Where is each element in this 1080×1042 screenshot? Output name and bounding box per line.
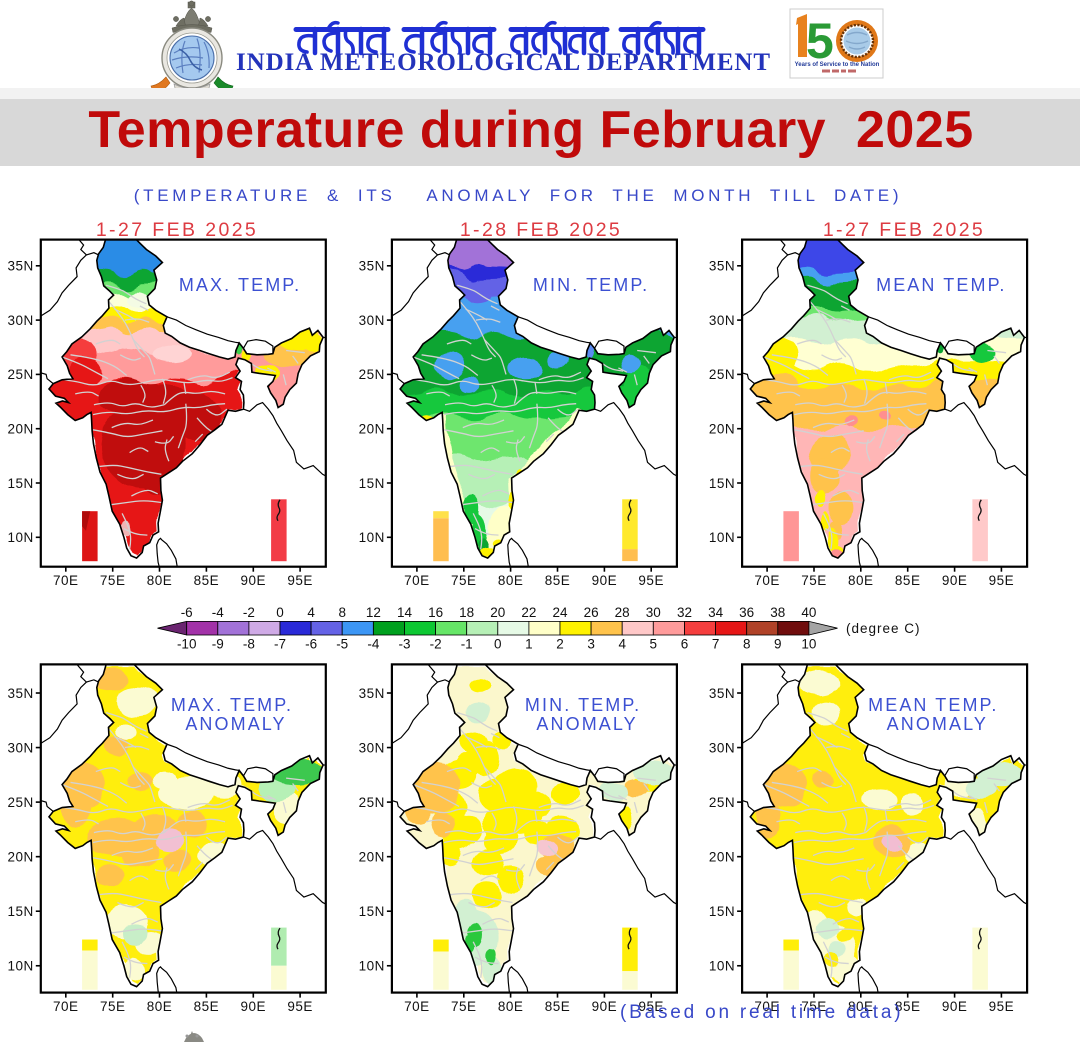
svg-text:8: 8 — [338, 605, 346, 620]
svg-text:4: 4 — [618, 637, 626, 652]
svg-text:-1: -1 — [461, 637, 473, 652]
svg-text:ANOMALY: ANOMALY — [887, 714, 988, 734]
svg-text:18: 18 — [459, 605, 474, 620]
svg-text:-7: -7 — [274, 637, 286, 652]
svg-text:-3: -3 — [398, 637, 410, 652]
svg-text:-10: -10 — [177, 637, 197, 652]
svg-text:MEAN TEMP.: MEAN TEMP. — [868, 695, 998, 715]
svg-text:14: 14 — [397, 605, 413, 620]
svg-text:16: 16 — [428, 605, 443, 620]
svg-text:36: 36 — [739, 605, 754, 620]
svg-text:6: 6 — [681, 637, 689, 652]
svg-text:40: 40 — [801, 605, 816, 620]
svg-text:ANOMALY: ANOMALY — [185, 714, 286, 734]
svg-text:1-28 FEB 2025: 1-28 FEB 2025 — [460, 219, 622, 241]
svg-text:ANOMALY: ANOMALY — [536, 714, 637, 734]
svg-text:-2: -2 — [243, 605, 255, 620]
svg-text:-5: -5 — [336, 637, 348, 652]
svg-text:32: 32 — [677, 605, 692, 620]
svg-text:24: 24 — [552, 605, 568, 620]
svg-text:3: 3 — [587, 637, 595, 652]
svg-text:4: 4 — [307, 605, 315, 620]
svg-text:MAX. TEMP.: MAX. TEMP. — [171, 695, 293, 715]
svg-text:-6: -6 — [305, 637, 317, 652]
svg-text:-2: -2 — [430, 637, 442, 652]
svg-text:0: 0 — [276, 605, 284, 620]
svg-text:7: 7 — [712, 637, 720, 652]
svg-text:-9: -9 — [212, 637, 224, 652]
svg-text:9: 9 — [774, 637, 782, 652]
svg-text:1: 1 — [525, 637, 533, 652]
svg-text:30: 30 — [646, 605, 661, 620]
svg-text:MIN. TEMP.: MIN. TEMP. — [525, 695, 641, 715]
svg-text:38: 38 — [770, 605, 785, 620]
svg-text:20: 20 — [490, 605, 505, 620]
svg-text:28: 28 — [615, 605, 630, 620]
svg-text:Years of Service to the Nation: Years of Service to the Nation — [795, 62, 880, 68]
svg-text:MAX. TEMP.: MAX. TEMP. — [179, 275, 301, 295]
svg-text:-8: -8 — [243, 637, 255, 652]
svg-text:34: 34 — [708, 605, 724, 620]
svg-text:INDIA METEOROLOGICAL DEPARTMEN: INDIA METEOROLOGICAL DEPARTMENT — [236, 49, 771, 76]
svg-text:1-27 FEB 2025: 1-27 FEB 2025 — [96, 219, 258, 241]
svg-text:5: 5 — [650, 637, 658, 652]
svg-text:2: 2 — [556, 637, 564, 652]
svg-text:MIN. TEMP.: MIN. TEMP. — [533, 275, 649, 295]
svg-text:1-27 FEB 2025: 1-27 FEB 2025 — [823, 219, 985, 241]
svg-text:12: 12 — [366, 605, 381, 620]
svg-text:10: 10 — [801, 637, 816, 652]
svg-text:-6: -6 — [181, 605, 193, 620]
svg-text:8: 8 — [743, 637, 751, 652]
svg-text:5: 5 — [806, 13, 834, 69]
svg-text:MEAN TEMP.: MEAN TEMP. — [876, 275, 1006, 295]
svg-text:0: 0 — [494, 637, 502, 652]
svg-text:-4: -4 — [367, 637, 379, 652]
svg-text:(Based on real time data): (Based on real time data) — [620, 1002, 903, 1023]
svg-text:(degree C): (degree C) — [846, 621, 921, 636]
svg-text:-4: -4 — [212, 605, 224, 620]
svg-text:22: 22 — [521, 605, 536, 620]
svg-text:26: 26 — [584, 605, 599, 620]
